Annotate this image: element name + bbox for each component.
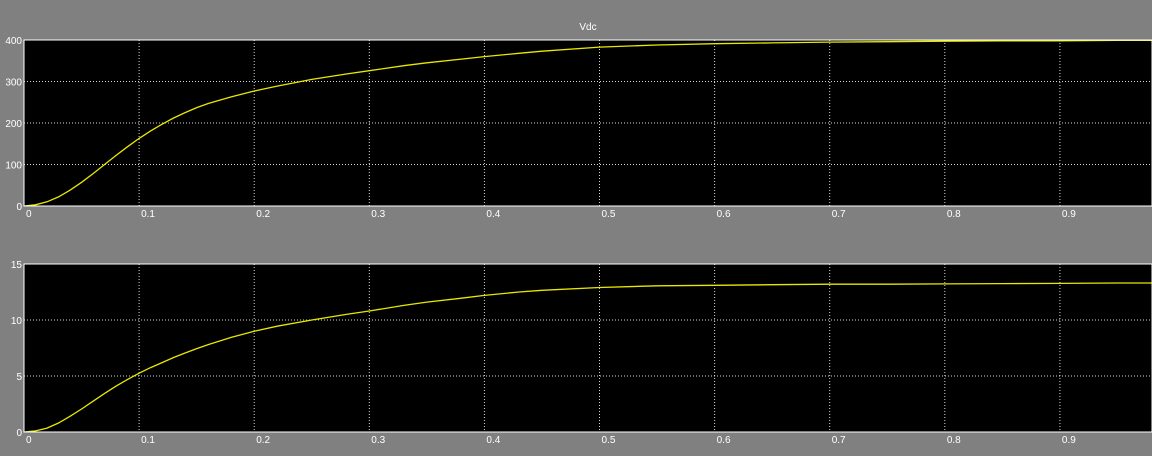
y-tick-label: 10 xyxy=(11,316,23,327)
x-tick-label: 0.4 xyxy=(486,435,500,446)
plot-frame xyxy=(23,39,1152,207)
trace-layer xyxy=(23,39,1152,207)
x-tick-label: 0 xyxy=(26,435,32,446)
y-tick-label: 200 xyxy=(5,119,22,130)
y-tick-label: 300 xyxy=(5,78,22,89)
x-tick-label: 0.2 xyxy=(256,435,270,446)
plot-frame xyxy=(23,263,1152,433)
series-line xyxy=(23,39,1152,207)
x-tick-label: 0 xyxy=(26,209,32,220)
plot-title: Vdc xyxy=(579,22,596,33)
y-tick-labels: 0 5 10 15 xyxy=(11,260,23,439)
plot-area xyxy=(24,264,1152,432)
x-tick-label: 0.9 xyxy=(1062,209,1076,220)
x-tick-labels: 0 0.1 0.2 0.3 0.4 0.5 0.6 0.7 0.8 0.9 xyxy=(26,209,1076,220)
x-tick-label: 0.7 xyxy=(832,435,846,446)
x-tick-label: 0.8 xyxy=(947,209,961,220)
axes-vdc: 0 0.1 0.2 0.3 0.4 0.5 0.6 0.7 0.8 0.9 0 100 200 300 4… xyxy=(5,22,1152,220)
x-tick-label: 0.6 xyxy=(717,435,731,446)
x-tick-label: 0.9 xyxy=(1062,435,1076,446)
x-tick-label: 0.5 xyxy=(602,435,616,446)
y-tick-label: 15 xyxy=(11,260,23,271)
x-tick-label: 0.6 xyxy=(717,209,731,220)
x-tick-label: 0.5 xyxy=(602,209,616,220)
y-tick-label: 100 xyxy=(5,161,22,172)
axes-lower: 0 0.1 0.2 0.3 0.4 0.5 0.6 0.7 0.8 0.9 0 5 10 15 xyxy=(11,260,1152,446)
y-tick-label: 0 xyxy=(16,428,22,439)
x-tick-label: 0.2 xyxy=(256,209,270,220)
y-tick-labels: 0 100 200 300 400 xyxy=(5,36,22,213)
trace-layer xyxy=(23,282,1152,433)
x-tick-label: 0.4 xyxy=(486,209,500,220)
series-line xyxy=(23,282,1152,433)
x-tick-label: 0.1 xyxy=(141,209,155,220)
x-tick-label: 0.3 xyxy=(371,209,385,220)
x-tick-label: 0.3 xyxy=(371,435,385,446)
x-tick-label: 0.8 xyxy=(947,435,961,446)
x-tick-label: 0.1 xyxy=(141,435,155,446)
y-tick-label: 0 xyxy=(16,202,22,213)
y-tick-label: 400 xyxy=(5,36,22,47)
y-tick-label: 5 xyxy=(16,372,22,383)
grid-lines xyxy=(24,40,1152,206)
x-tick-labels: 0 0.1 0.2 0.3 0.4 0.5 0.6 0.7 0.8 0.9 xyxy=(26,435,1076,446)
x-tick-label: 0.7 xyxy=(832,209,846,220)
grid-lines xyxy=(24,264,1152,432)
